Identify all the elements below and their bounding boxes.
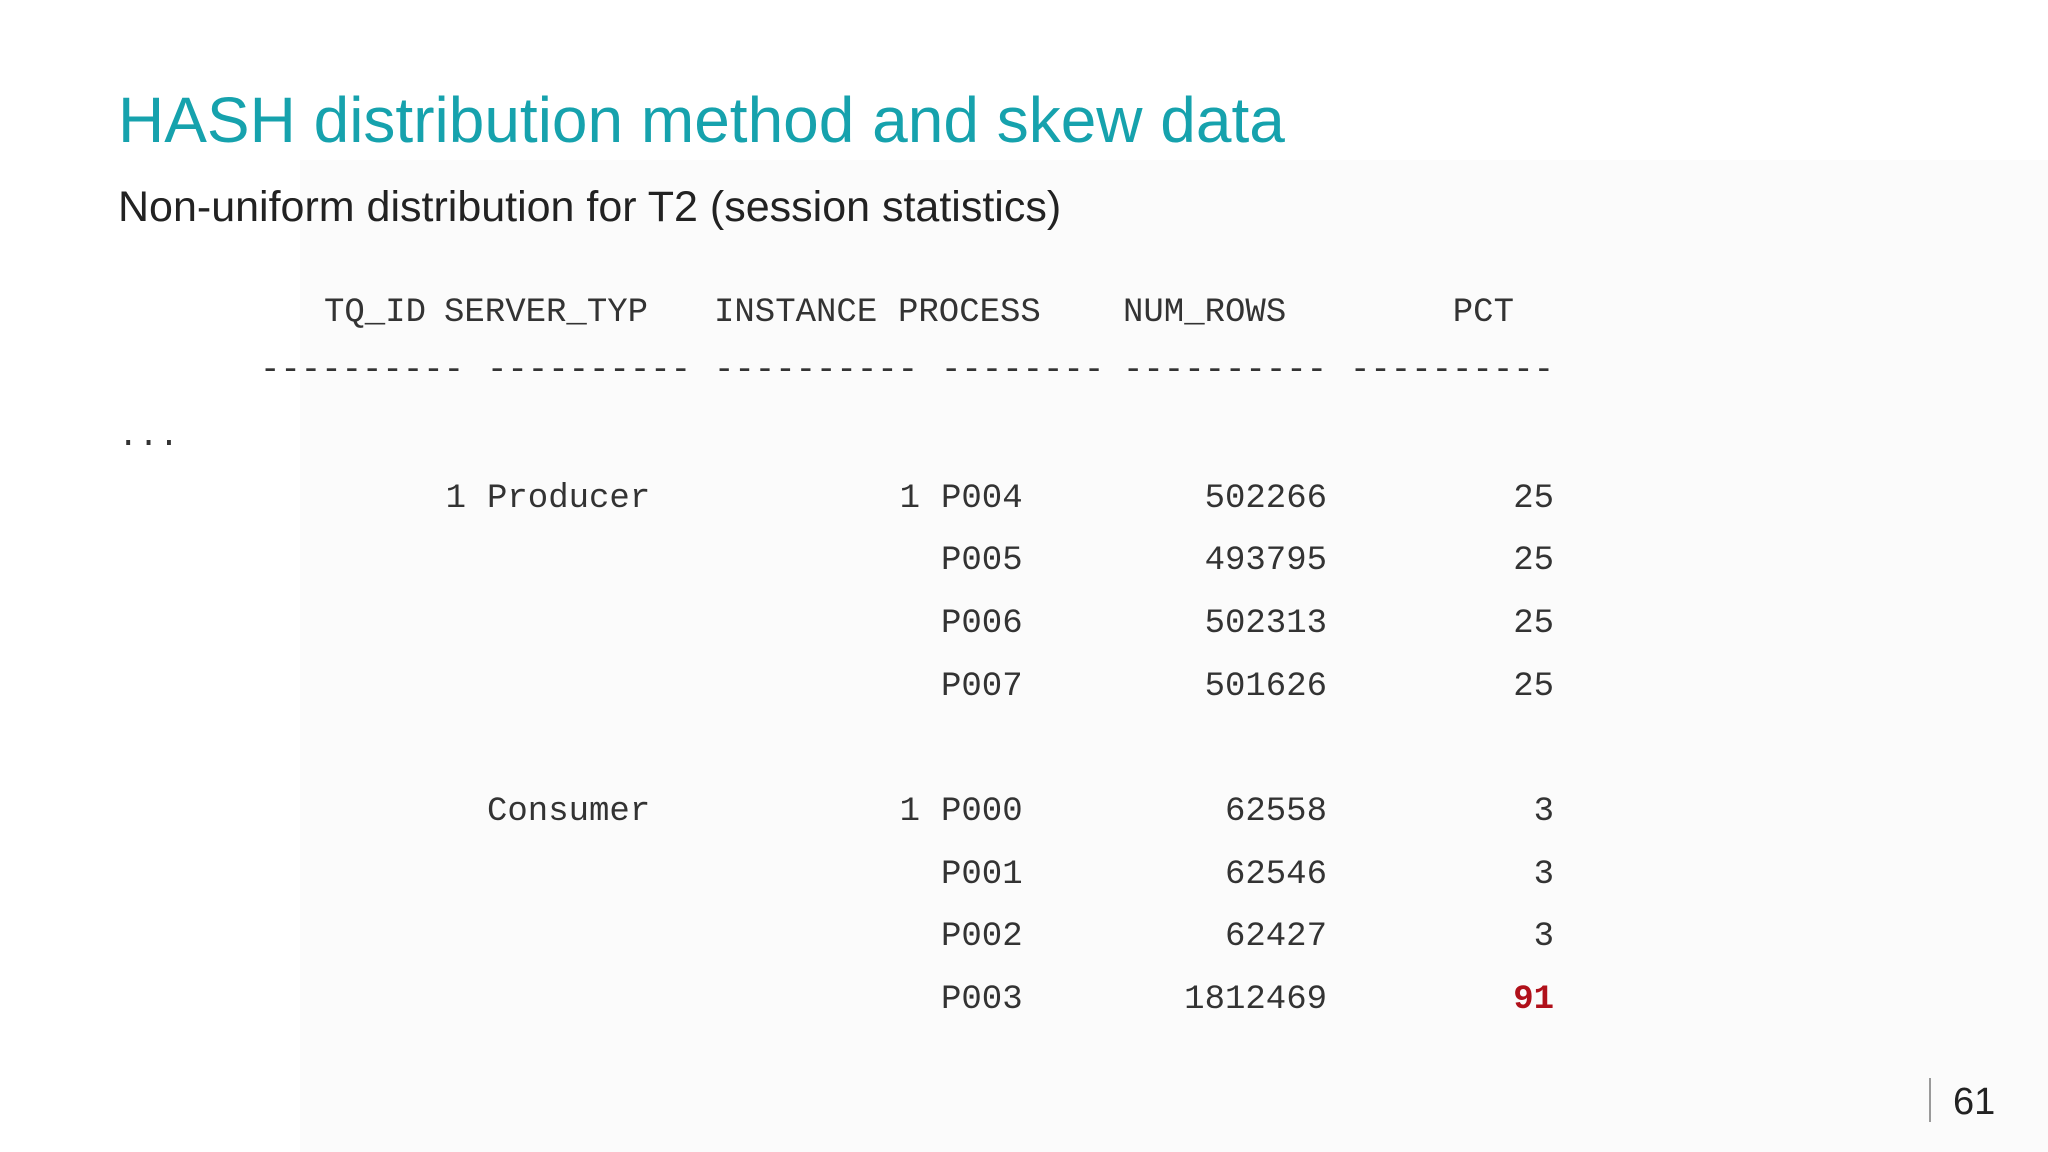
cell-process: P005 (941, 542, 1023, 580)
header-process: PROCESS (898, 294, 1041, 332)
separator-instance: ---------- (714, 352, 919, 390)
separator-tq-id: ---------- (260, 352, 465, 390)
cell-num-rows: 502266 (1204, 480, 1327, 518)
separator-num-rows: ---------- (1123, 352, 1328, 390)
cell-pct: 25 (1513, 605, 1554, 643)
cell-num-rows: 1812469 (1184, 981, 1327, 1019)
cell-num-rows: 62546 (1224, 856, 1327, 894)
cell-server-typ: Consumer (487, 793, 651, 831)
header-server-typ: SERVER_TYP (444, 294, 649, 332)
cell-num-rows: 502313 (1204, 605, 1327, 643)
header-num-rows: NUM_ROWS (1123, 294, 1287, 332)
slide-subtitle: Non-uniform distribution for T2 (session… (118, 183, 1062, 231)
cell-process: P007 (941, 668, 1023, 706)
cell-instance: 1 (899, 793, 920, 831)
slide-title: HASH distribution method and skew data (118, 84, 1285, 156)
cell-pct: 3 (1533, 856, 1554, 894)
cell-process: P000 (941, 793, 1023, 831)
cell-num-rows: 62558 (1224, 793, 1327, 831)
cell-pct: 25 (1513, 480, 1554, 518)
cell-tq-id: 1 (445, 480, 466, 518)
page-number: 61 (1953, 1081, 1996, 1123)
separator-pct: ---------- (1350, 352, 1555, 390)
cell-process: P006 (941, 605, 1023, 643)
cell-pct: 3 (1533, 793, 1554, 831)
cell-server-typ: Producer (487, 480, 651, 518)
page-number-divider (1929, 1078, 1931, 1122)
cell-pct: 25 (1513, 542, 1554, 580)
cell-num-rows: 501626 (1204, 668, 1327, 706)
cell-process: P001 (941, 856, 1023, 894)
separator-process: -------- (941, 352, 1105, 390)
cell-instance: 1 (899, 480, 920, 518)
cell-num-rows: 62427 (1224, 918, 1327, 956)
cell-process: P003 (941, 981, 1023, 1019)
cell-num-rows: 493795 (1204, 542, 1327, 580)
header-tq-id: TQ_ID (323, 294, 426, 332)
header-pct: PCT (1452, 294, 1514, 332)
table-ellipsis: ... (118, 418, 180, 456)
cell-process: P004 (941, 480, 1023, 518)
slide-background (300, 160, 2048, 1152)
separator-server-typ: ---------- (487, 352, 692, 390)
cell-pct: 25 (1513, 668, 1554, 706)
header-instance: INSTANCE (714, 294, 878, 332)
cell-pct-highlighted: 91 (1513, 981, 1554, 1019)
cell-pct: 3 (1533, 918, 1554, 956)
cell-process: P002 (941, 918, 1023, 956)
